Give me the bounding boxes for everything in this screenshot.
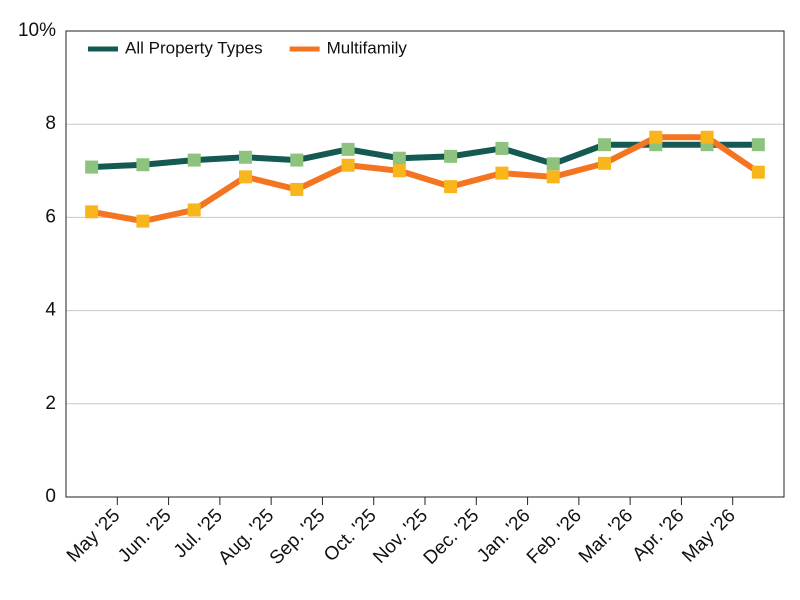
y-tick-label: 10% [18, 20, 56, 41]
x-tick-label: May '26 [678, 505, 739, 566]
point-marker [751, 165, 765, 179]
point-marker [598, 156, 611, 170]
x-tick-label: Oct. '25 [320, 505, 381, 566]
point-marker [495, 141, 509, 155]
x-tick-label: May '25 [63, 505, 124, 566]
point-marker [239, 170, 252, 184]
point-marker [392, 164, 406, 178]
point-marker [341, 158, 355, 172]
legend-label: All Property Types [125, 38, 263, 57]
point-marker [85, 160, 99, 174]
point-marker [546, 157, 560, 171]
point-marker [598, 138, 611, 152]
point-marker [444, 180, 458, 194]
x-tick-label: Aug. '25 [214, 505, 278, 569]
point-marker [751, 138, 765, 152]
y-tick-label: 0 [45, 486, 56, 507]
legend-label: Multifamily [327, 38, 408, 57]
x-tick-label: Nov. '25 [369, 505, 432, 568]
y-tick-label: 4 [45, 300, 56, 321]
series-line [91, 134, 761, 225]
point-marker [136, 214, 150, 228]
y-tick-label: 8 [45, 113, 56, 134]
x-tick-label: Sep. '25 [266, 505, 330, 569]
point-marker [136, 158, 150, 172]
point-marker [495, 166, 509, 180]
x-tick-label: Jan. '26 [473, 505, 534, 566]
point-marker [341, 142, 355, 156]
y-tick-label: 6 [45, 206, 56, 227]
y-tick-label: 2 [45, 393, 56, 414]
point-marker [187, 203, 201, 217]
point-marker [290, 153, 304, 167]
x-tick-label: Dec. '25 [420, 505, 484, 569]
point-marker [187, 153, 201, 167]
point-marker [649, 130, 663, 144]
point-marker [444, 149, 458, 163]
point-marker [85, 205, 99, 219]
x-tick-label: Feb. '26 [523, 505, 586, 568]
point-marker [392, 151, 406, 165]
plot-frame [65, 30, 785, 498]
x-tick-label: Apr. '26 [629, 505, 689, 565]
point-marker [290, 182, 304, 196]
point-marker [546, 170, 560, 184]
x-tick-label: Mar. '26 [575, 505, 637, 567]
point-marker [700, 130, 714, 144]
x-tick-label: Jun. '25 [114, 505, 175, 566]
point-marker [239, 150, 252, 164]
